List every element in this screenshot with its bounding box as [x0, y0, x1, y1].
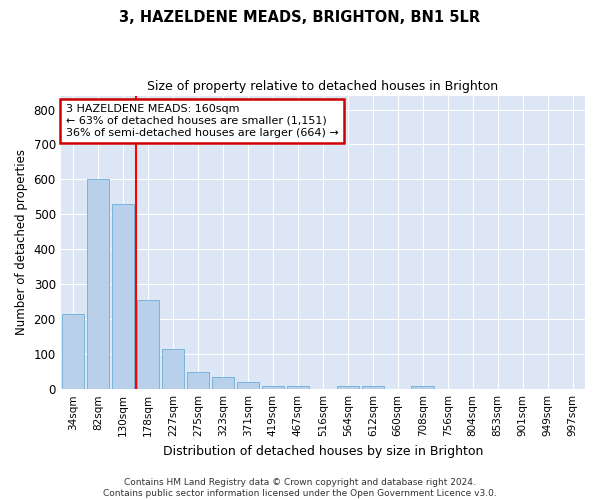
- Bar: [137, 300, 159, 389]
- Bar: [236, 382, 259, 389]
- Bar: [287, 386, 309, 389]
- Bar: [187, 372, 209, 389]
- Bar: [162, 349, 184, 389]
- Bar: [362, 386, 384, 389]
- Text: 3 HAZELDENE MEADS: 160sqm
← 63% of detached houses are smaller (1,151)
36% of se: 3 HAZELDENE MEADS: 160sqm ← 63% of detac…: [66, 104, 338, 138]
- Bar: [337, 386, 359, 389]
- Bar: [262, 386, 284, 389]
- Text: 3, HAZELDENE MEADS, BRIGHTON, BN1 5LR: 3, HAZELDENE MEADS, BRIGHTON, BN1 5LR: [119, 10, 481, 25]
- Bar: [112, 204, 134, 389]
- Title: Size of property relative to detached houses in Brighton: Size of property relative to detached ho…: [147, 80, 499, 93]
- Bar: [212, 377, 234, 389]
- Bar: [412, 386, 434, 389]
- Text: Contains HM Land Registry data © Crown copyright and database right 2024.
Contai: Contains HM Land Registry data © Crown c…: [103, 478, 497, 498]
- X-axis label: Distribution of detached houses by size in Brighton: Distribution of detached houses by size …: [163, 444, 483, 458]
- Y-axis label: Number of detached properties: Number of detached properties: [15, 150, 28, 336]
- Bar: [87, 180, 109, 389]
- Bar: [62, 314, 85, 389]
